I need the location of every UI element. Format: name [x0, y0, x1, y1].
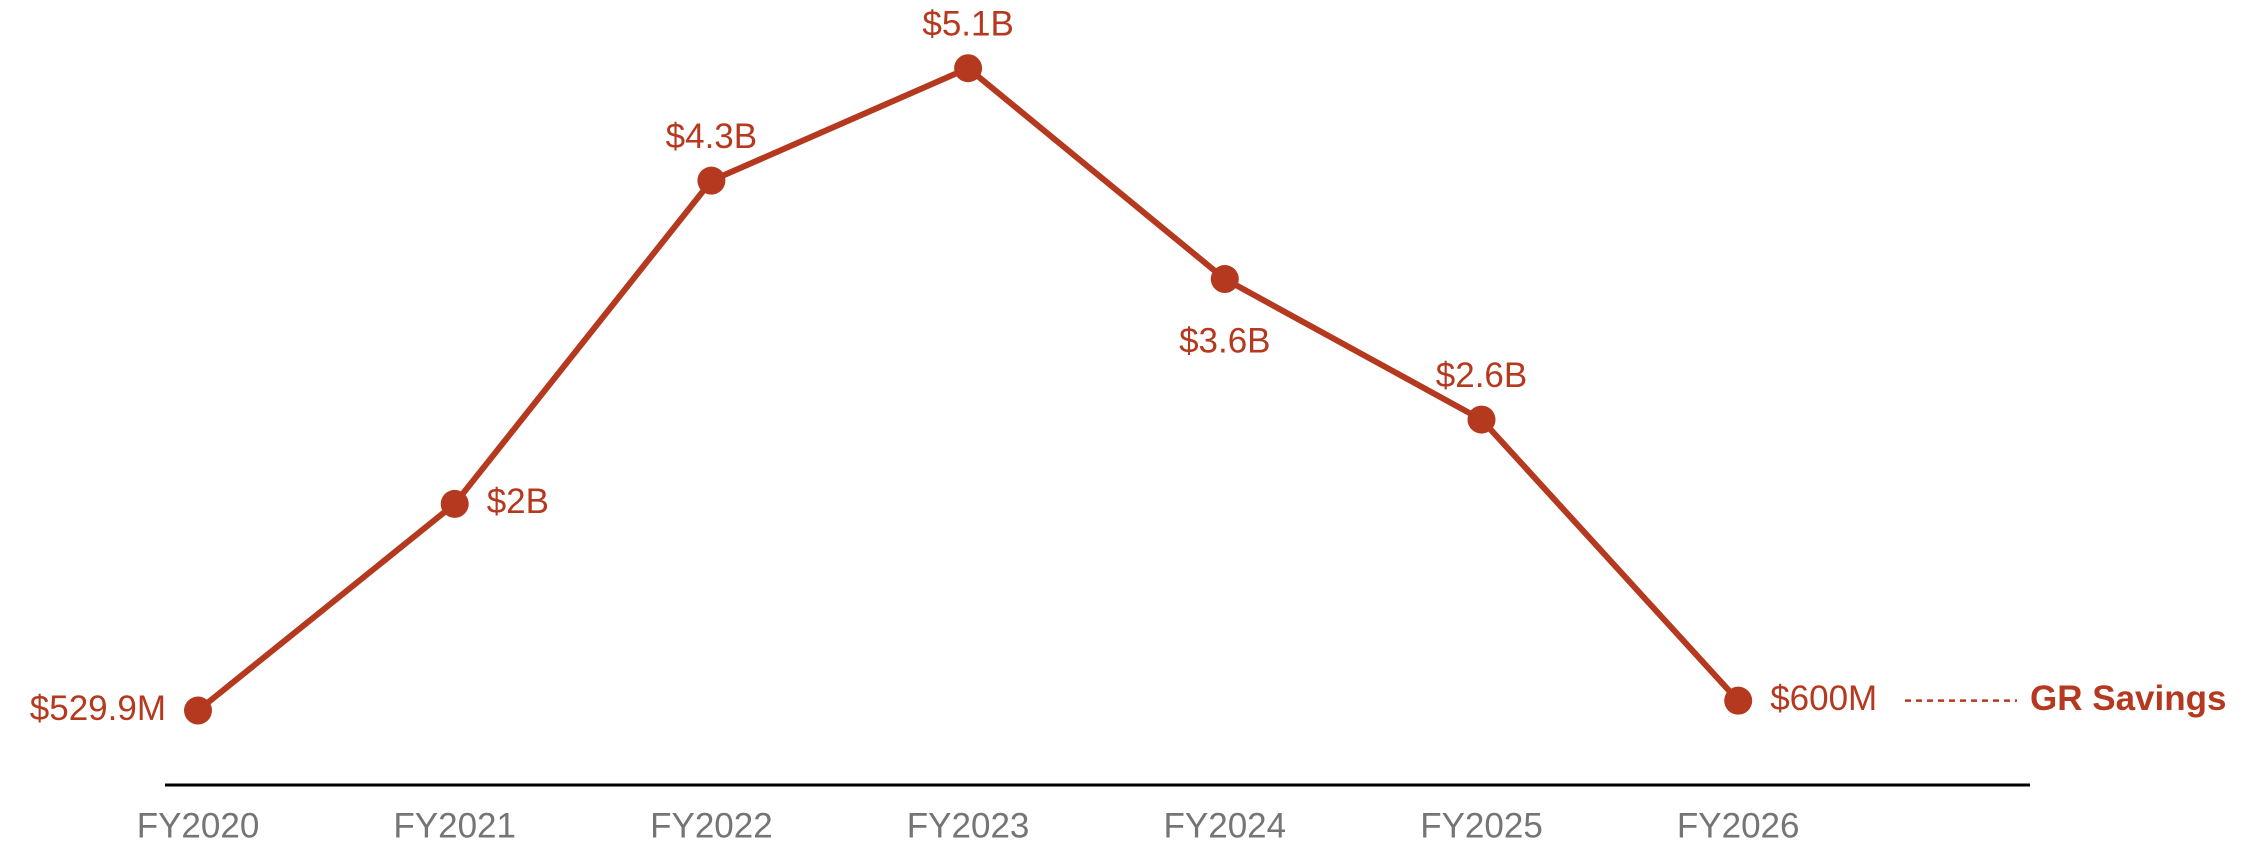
x-tick-label: FY2024: [1164, 806, 1287, 845]
x-tick-label: FY2025: [1420, 806, 1543, 845]
data-label: $600M: [1770, 679, 1877, 718]
x-tick-label: FY2026: [1677, 806, 1800, 845]
marker: [697, 166, 726, 195]
data-label: $529.9M: [30, 689, 166, 728]
x-tick-label: FY2020: [137, 806, 260, 845]
marker: [184, 696, 212, 725]
marker: [440, 489, 469, 518]
marker: [1210, 265, 1239, 294]
marker: [1467, 405, 1496, 434]
data-label: $4.3B: [666, 117, 757, 156]
data-label: $2B: [487, 482, 549, 521]
x-tick-label: FY2023: [907, 806, 1030, 845]
marker: [954, 54, 983, 83]
x-tick-label: FY2021: [393, 806, 516, 845]
data-label: $2.6B: [1436, 356, 1527, 395]
data-label: $5.1B: [922, 4, 1013, 43]
x-tick-label: FY2022: [650, 806, 773, 845]
legend-label: GR Savings: [2030, 679, 2226, 718]
marker: [1724, 686, 1753, 715]
data-label: $3.6B: [1179, 321, 1270, 360]
